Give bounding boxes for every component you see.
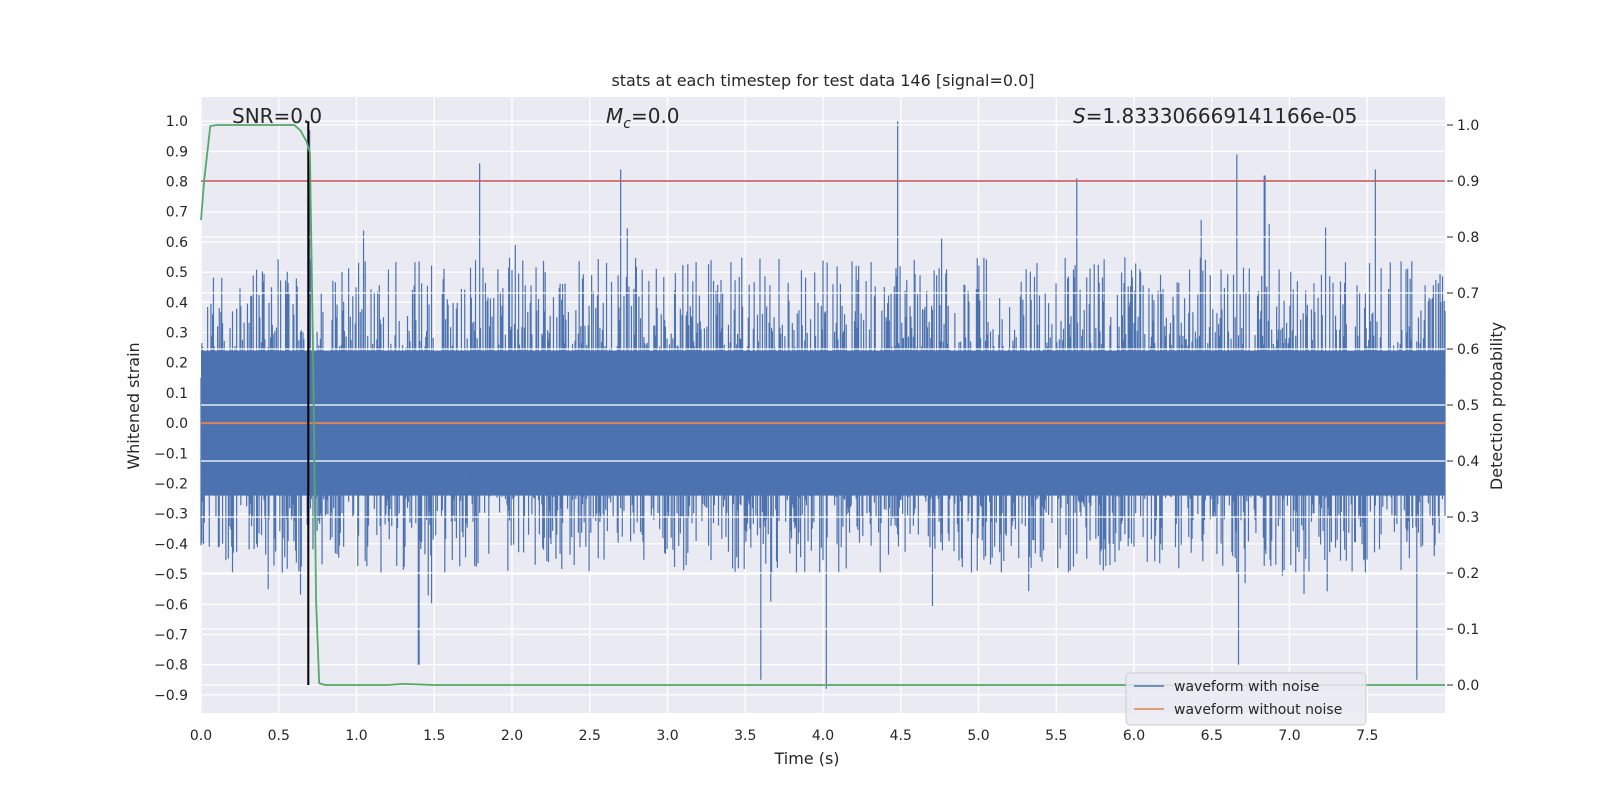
y-tick-label: 0.4 <box>166 295 188 311</box>
x-tick-label: 3.5 <box>734 728 756 744</box>
x-tick-label: 7.5 <box>1356 728 1378 744</box>
y2-tick-label: 0.4 <box>1457 454 1479 470</box>
y-tick-label: 0.7 <box>166 205 188 221</box>
y-tick-label: 0.0 <box>166 416 188 432</box>
chart-title: stats at each timestep for test data 146… <box>611 71 1034 90</box>
legend-label-noise: waveform with noise <box>1174 679 1319 695</box>
y2-tick-label: 0.7 <box>1457 286 1479 302</box>
s-annotation: S=1.833306669141166e-05 <box>1073 104 1357 128</box>
x-tick-label: 5.0 <box>967 728 989 744</box>
y-tick-label: −0.1 <box>154 446 188 462</box>
x-axis-label: Time (s) <box>773 749 839 768</box>
x-tick-label: 1.5 <box>423 728 445 744</box>
legend-box <box>1125 672 1367 726</box>
x-tick-label: 6.5 <box>1201 728 1223 744</box>
x-tick-label: 2.5 <box>579 728 601 744</box>
series-detection-probability <box>200 124 1445 686</box>
y2-tick-label: 1.0 <box>1457 118 1479 134</box>
y-tick-label: 0.5 <box>166 265 188 281</box>
x-tick-label: 2.0 <box>501 728 523 744</box>
y-tick-label: −0.2 <box>154 477 188 493</box>
x-tick-label: 0.5 <box>268 728 290 744</box>
y2-tick-label: 0.2 <box>1457 566 1479 582</box>
y2-axis-label: Detection probability <box>1487 322 1506 490</box>
y2-tick-label: 0.6 <box>1457 342 1479 358</box>
x-tick-label: 4.0 <box>812 728 834 744</box>
y-tick-label: −0.9 <box>154 688 188 704</box>
y-tick-label: 0.2 <box>166 356 188 372</box>
x-tick-label: 7.0 <box>1278 728 1300 744</box>
x-tick-label: 3.0 <box>656 728 678 744</box>
y-tick-label: −0.8 <box>154 658 188 674</box>
legend-label-clean: waveform without noise <box>1174 702 1342 718</box>
mc-value: =0.0 <box>631 104 680 128</box>
y2-tick-label: 0.8 <box>1457 230 1479 246</box>
x-tick-label: 4.5 <box>890 728 912 744</box>
y2-tick-label: 0.1 <box>1457 622 1479 638</box>
y-tick-label: −0.3 <box>154 507 188 523</box>
y2-tick-label: 0.9 <box>1457 174 1479 190</box>
legend: waveform with noise waveform without noi… <box>1125 672 1367 726</box>
y-tick-label: 0.8 <box>166 175 188 191</box>
x-tick-label: 5.5 <box>1045 728 1067 744</box>
x-tick-label: 6.0 <box>1123 728 1145 744</box>
y-tick-label: −0.5 <box>154 567 188 583</box>
mc-subscript: c <box>623 116 631 132</box>
mc-symbol: M <box>606 104 623 128</box>
y-tick-label: −0.4 <box>154 537 188 553</box>
y-axis-label: Whitened strain <box>124 342 143 469</box>
mc-annotation: Mc=0.0 <box>606 104 680 132</box>
y-tick-label: 1.0 <box>166 114 188 130</box>
y-tick-label: 0.1 <box>166 386 188 402</box>
y-tick-label: −0.7 <box>154 627 188 643</box>
s-value: =1.833306669141166e-05 <box>1086 104 1358 128</box>
y2-tick-label: 0.5 <box>1457 398 1479 414</box>
s-symbol: S <box>1073 104 1086 128</box>
y-tick-label: 0.6 <box>166 235 188 251</box>
y2-tick-label: 0.3 <box>1457 510 1479 526</box>
y-tick-label: 0.9 <box>166 144 188 160</box>
y2-tick-label: 0.0 <box>1457 678 1479 694</box>
x-tick-label: 1.0 <box>345 728 367 744</box>
y-tick-label: 0.3 <box>166 326 188 342</box>
y-tick-label: −0.6 <box>154 597 188 613</box>
x-tick-label: 0.0 <box>190 728 212 744</box>
snr-annotation: SNR=0.0 <box>232 104 322 128</box>
